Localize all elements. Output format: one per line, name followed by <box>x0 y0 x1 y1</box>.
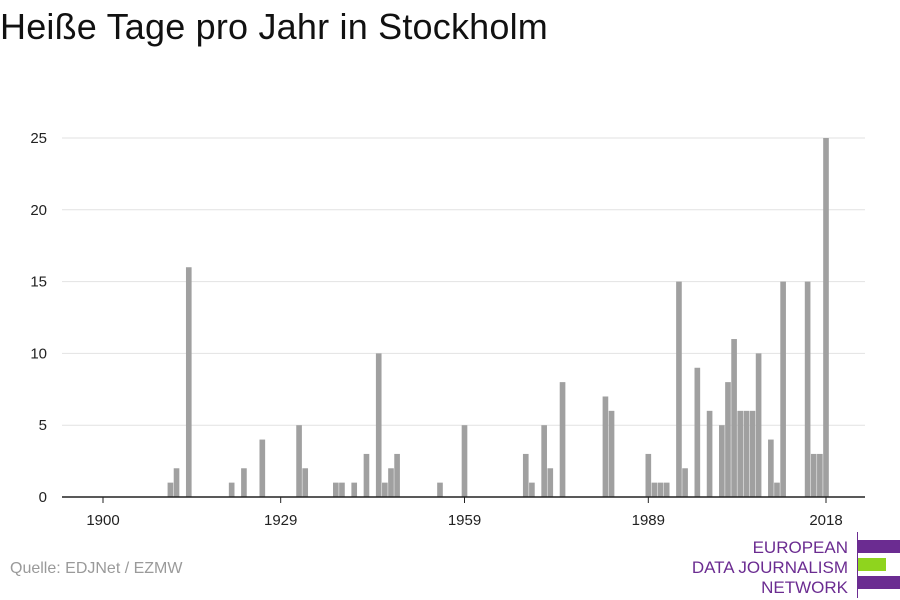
bar-2010 <box>774 482 780 497</box>
y-tick-label: 20 <box>30 202 47 219</box>
y-tick-label: 10 <box>30 345 47 362</box>
bar-2004 <box>737 410 744 497</box>
bar-1932 <box>296 425 302 497</box>
x-tick-label: 1929 <box>264 512 297 529</box>
bar-1938 <box>333 482 339 497</box>
bar-1923 <box>241 468 247 497</box>
y-tick-label: 25 <box>30 130 47 147</box>
y-ticks-layer: 0 5 10 15 20 25 <box>30 130 47 506</box>
bar-1999 <box>706 410 713 497</box>
logo-divider <box>857 532 858 598</box>
logo-line-2: DATA JOURNALISM <box>691 558 848 577</box>
bar-2009 <box>768 439 774 497</box>
logo-line-1: EUROPEAN <box>752 538 848 557</box>
bar-1975 <box>559 382 566 497</box>
bar-2001 <box>719 425 725 497</box>
logo-text: EUROPEAN DATA JOURNALISM NETWORK <box>692 538 848 598</box>
bar-1955 <box>437 482 443 497</box>
bar-2017 <box>817 453 823 497</box>
bar-1912 <box>173 468 180 497</box>
bar-1972 <box>541 425 547 497</box>
bar-2015 <box>804 281 811 497</box>
logo-stripe-green <box>858 558 886 571</box>
bar-2005 <box>743 410 750 497</box>
bar-2018 <box>823 138 829 497</box>
bar-1959 <box>461 425 468 497</box>
bar-1948 <box>394 453 400 497</box>
bar-1992 <box>663 482 670 497</box>
bar-1941 <box>351 482 358 497</box>
y-tick-label: 15 <box>30 274 47 291</box>
bar-1990 <box>651 482 658 497</box>
bar-1921 <box>228 482 235 497</box>
source-label: Quelle: EDJNet / EZMW <box>10 560 183 577</box>
logo-stripe-purple-bottom <box>858 576 900 589</box>
bar-1982 <box>602 396 609 497</box>
logo-line-3: NETWORK <box>761 578 848 597</box>
logo-stripe-purple-top <box>858 540 900 553</box>
bar-2011 <box>780 281 786 497</box>
bar-1911 <box>167 482 174 497</box>
x-tick-label: 1959 <box>448 512 481 529</box>
bar-1991 <box>657 482 664 497</box>
x-ticks-layer: 1900 1929 1959 1989 2018 <box>86 497 843 529</box>
bar-1946 <box>382 482 388 497</box>
bar-2007 <box>755 353 762 497</box>
y-tick-label: 5 <box>39 417 47 434</box>
x-tick-label: 1989 <box>632 512 665 529</box>
bar-1945 <box>375 353 382 497</box>
bar-1939 <box>339 482 345 497</box>
bar-2003 <box>731 339 737 497</box>
bar-1943 <box>363 453 370 497</box>
bar-1947 <box>388 468 394 497</box>
y-tick-label: 0 <box>39 489 47 506</box>
bar-1914 <box>185 267 192 497</box>
x-tick-label: 2018 <box>809 512 842 529</box>
bar-1994 <box>676 281 682 497</box>
bar-1926 <box>259 439 266 497</box>
bar-1997 <box>694 367 701 497</box>
edjnet-logo: EUROPEAN DATA JOURNALISM NETWORK <box>690 532 900 598</box>
bar-1969 <box>522 453 529 497</box>
bar-2002 <box>725 382 731 497</box>
x-tick-label: 1900 <box>86 512 119 529</box>
bar-1973 <box>547 468 554 497</box>
bar-1970 <box>529 482 535 497</box>
grid-layer <box>62 137 865 426</box>
bar-1989 <box>645 453 652 497</box>
bar-1995 <box>682 468 688 497</box>
bar-2006 <box>749 410 756 497</box>
bar-1933 <box>302 468 309 497</box>
bars-layer <box>167 138 829 497</box>
bar-1983 <box>608 410 615 497</box>
bar-2016 <box>810 453 817 497</box>
chart-title: Heiße Tage pro Jahr in Stockholm <box>0 6 548 47</box>
